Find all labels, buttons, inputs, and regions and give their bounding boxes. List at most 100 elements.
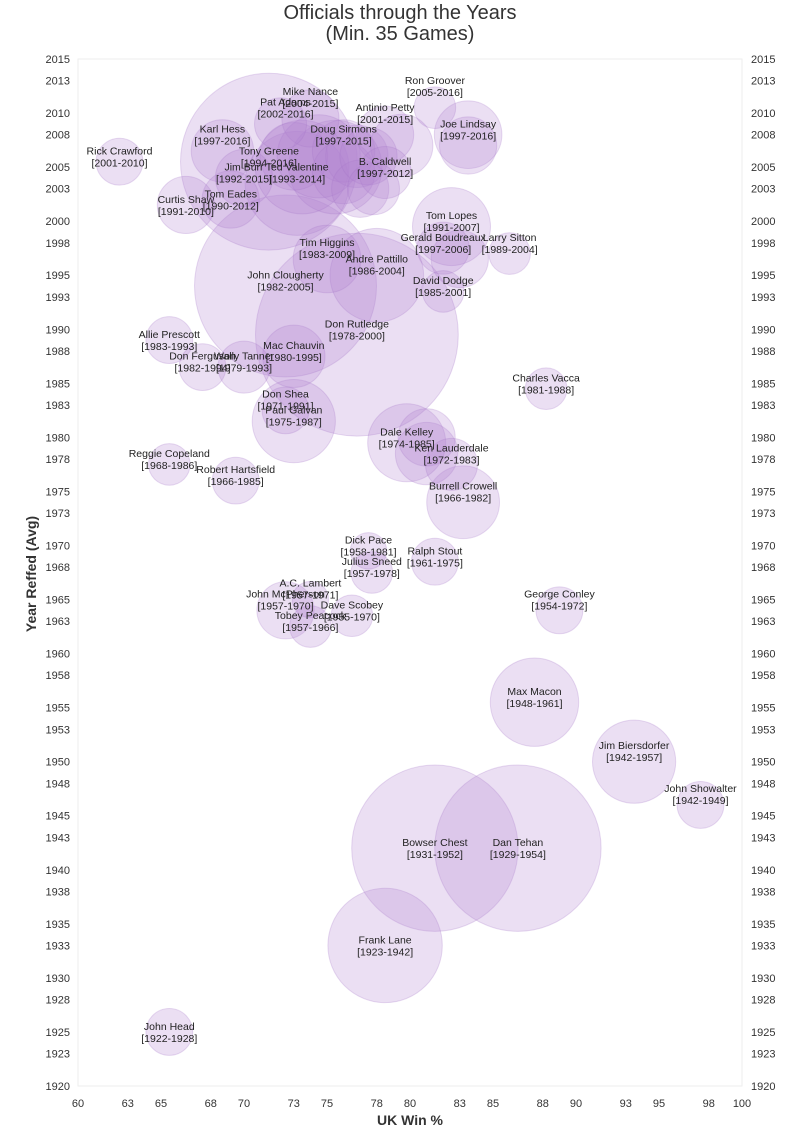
bubble-mark	[95, 137, 144, 186]
bubble-label-name: Tobey Peacock	[275, 610, 347, 622]
bubble-label-name: Ted Valentine	[266, 162, 329, 174]
y-tick-label-left: 1960	[46, 649, 70, 661]
y-tick-label-right: 1948	[751, 778, 775, 790]
bubble-label-years: [1980-1995]	[266, 352, 322, 364]
bubble-label-name: Burrell Crowell	[429, 480, 497, 492]
x-tick-label: 68	[205, 1098, 217, 1110]
bubble-label-name: Dick Pace	[345, 534, 392, 546]
bubble-label-name: Dan Tehan	[493, 837, 544, 849]
bubble-mark	[145, 316, 194, 364]
bubble-label-years: [1948-1961]	[506, 698, 562, 710]
bubble-label-name: Tony Greene	[239, 145, 299, 157]
bubble-label-years: [1993-2014]	[269, 174, 325, 186]
bubble-label-years: [1997-2016]	[440, 130, 496, 142]
bubble-mark	[251, 379, 336, 464]
y-tick-label-left: 1933	[46, 940, 70, 952]
y-tick-label-right: 1993	[751, 292, 775, 304]
y-tick-label-right: 1983	[751, 400, 775, 412]
y-tick-label-left: 1963	[46, 616, 70, 628]
y-tick-label-left: 2003	[46, 184, 70, 196]
bubble-label-name: Larry Sitton	[483, 232, 537, 244]
y-tick-label-left: 1923	[46, 1049, 70, 1061]
bubble-mark	[535, 586, 584, 635]
bubble-label-name: Tom Eades	[204, 189, 257, 201]
bubble-label-name: Don Rutledge	[325, 318, 389, 330]
bubble-mark	[145, 1008, 194, 1056]
bubble-label-years: [1983-1993]	[141, 341, 197, 353]
bubble-mark	[676, 781, 725, 829]
y-tick-label-right: 1958	[751, 670, 775, 682]
y-tick-label-left: 2010	[46, 108, 70, 120]
bubble-mark	[256, 581, 315, 640]
x-tick-label: 85	[487, 1098, 499, 1110]
y-tick-label-left: 1928	[46, 995, 70, 1007]
y-tick-label-right: 2003	[751, 184, 775, 196]
bubble-label-years: [2005-2016]	[407, 87, 463, 99]
bubble-mark	[411, 537, 459, 586]
bubble-label-years: [1957-1978]	[344, 568, 400, 580]
y-tick-label-right: 1930	[751, 973, 775, 985]
bubble-label-name: David Dodge	[413, 275, 474, 287]
y-tick-label-left: 1945	[46, 811, 70, 823]
bubble-mark	[339, 127, 398, 186]
bubble-label-years: [1942-1957]	[606, 752, 662, 764]
bubbles	[95, 72, 725, 1056]
y-tick-label-left: 1975	[46, 486, 70, 498]
y-tick-label-right: 1938	[751, 886, 775, 898]
chart-title-line-2: (Min. 35 Games)	[326, 23, 475, 45]
bubble-label-name: Pat Adams	[260, 97, 311, 109]
bubble-mark	[426, 465, 501, 540]
y-tick-label-right: 2005	[751, 162, 775, 174]
x-tick-label: 78	[371, 1098, 383, 1110]
bubble-label-name: Don Ferguson	[169, 351, 236, 363]
bubble-label-years: [1979-1993]	[216, 363, 272, 375]
bubble-mark	[194, 194, 377, 378]
bubble-mark	[439, 116, 498, 175]
x-tick-label: 100	[733, 1098, 751, 1110]
bubble-label-years: [1971-1991]	[257, 401, 313, 413]
y-tick-label-left: 1940	[46, 865, 70, 877]
bubble-mark	[311, 140, 376, 205]
bubble-label-years: [1954-1972]	[531, 601, 587, 613]
bubble-label-years: [1957-1971]	[282, 590, 338, 602]
bubble-label-name: Jim Burr	[224, 162, 264, 174]
bubble-label-years: [1966-1985]	[208, 476, 264, 488]
bubble-mark	[217, 340, 271, 394]
bubble-label-name: Allie Prescott	[139, 329, 200, 341]
bubble-label-name: John McPherson	[246, 589, 325, 601]
bubble-mark	[292, 224, 362, 294]
y-tick-label-right: 1988	[751, 346, 775, 358]
bubble-label-years: [1929-1954]	[490, 849, 546, 861]
bubble-mark	[412, 187, 491, 267]
x-tick-label: 88	[537, 1098, 549, 1110]
y-tick-label-left: 1973	[46, 508, 70, 520]
y-tick-label-left: 1930	[46, 973, 70, 985]
bubble-mark	[331, 159, 390, 218]
x-tick-label: 93	[620, 1098, 632, 1110]
bubble-label-name: Julius Sneed	[342, 556, 402, 568]
y-tick-label-left: 1978	[46, 454, 70, 466]
chart-title-line-1: Officials through the Years	[283, 2, 516, 24]
y-tick-label-right: 1970	[751, 540, 775, 552]
grid	[77, 58, 743, 1087]
bubble-label-name: John Showalter	[664, 783, 737, 795]
bubble-label-name: Ron Groover	[405, 75, 466, 87]
bubble-mark	[276, 114, 361, 199]
bubble-mark	[370, 113, 434, 178]
y-tick-label-left: 1968	[46, 562, 70, 574]
bubble-label-years: [1985-2001]	[415, 287, 471, 299]
y-tick-label-left: 1998	[46, 238, 70, 250]
y-tick-label-right: 1975	[751, 486, 775, 498]
bubble-mark	[397, 408, 456, 467]
bubble-mark	[489, 657, 580, 747]
bubble-mark	[259, 121, 329, 191]
x-tick-label: 90	[570, 1098, 582, 1110]
y-tick-label-right: 1998	[751, 238, 775, 250]
bubble-label-years: [1975-1987]	[266, 417, 322, 429]
bubble-label-years: [1991-2010]	[158, 206, 214, 218]
bubble-mark	[325, 124, 389, 188]
bubble-label-name: Reggie Copeland	[129, 448, 210, 460]
bubble-mark	[201, 170, 260, 229]
bubble-label-name: Don Shea	[262, 389, 309, 401]
